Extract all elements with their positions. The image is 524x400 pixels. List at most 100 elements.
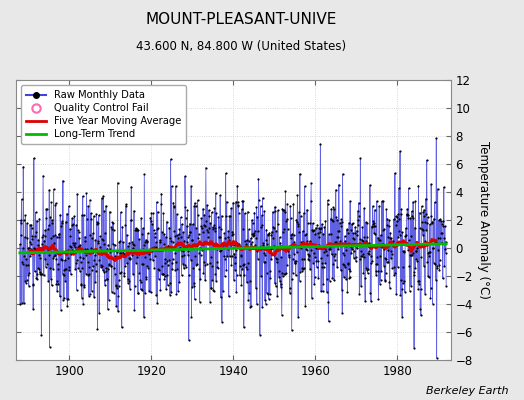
Point [320,249,329,256]
Point [433,263,442,270]
Point [101,230,110,236]
Point [278,312,286,318]
Point [435,256,444,263]
Point [142,276,150,282]
Point [375,203,384,209]
Point [379,198,387,204]
Point [40,238,49,244]
Point [50,232,59,238]
Point [157,247,165,254]
Point [350,248,358,254]
Point [112,303,121,310]
Point [198,247,206,253]
Point [206,220,214,226]
Point [44,278,52,284]
Point [288,276,296,283]
Point [336,267,345,274]
Point [86,290,94,297]
Point [232,289,241,295]
Point [35,266,43,272]
Point [221,235,230,241]
Point [313,245,321,251]
Point [17,220,25,226]
Point [237,253,245,260]
Point [374,268,383,274]
Point [325,277,334,284]
Point [233,199,242,205]
Point [322,243,330,249]
Point [112,249,121,256]
Point [418,226,427,232]
Point [141,290,149,296]
Point [40,249,48,255]
Point [151,230,159,236]
Point [101,277,109,284]
Point [285,243,293,250]
Point [310,227,318,233]
Point [139,242,148,248]
Point [351,241,359,248]
Point [164,242,172,249]
Point [371,231,379,237]
Point [179,252,188,258]
Point [372,268,380,274]
Point [53,261,62,267]
Point [111,271,119,278]
Point [269,208,277,215]
Point [239,226,248,232]
Point [61,278,70,284]
Point [229,199,237,206]
Point [182,223,191,229]
Point [65,266,73,273]
Point [142,236,150,243]
Point [32,271,41,277]
Point [76,242,84,248]
Point [221,256,229,262]
Point [119,250,128,257]
Point [245,289,254,296]
Point [78,212,86,218]
Point [20,253,28,259]
Point [188,237,196,244]
Point [170,204,178,210]
Point [222,170,230,176]
Point [110,226,118,233]
Point [237,206,246,213]
Point [347,227,355,234]
Point [93,221,101,227]
Point [402,212,411,218]
Point [94,238,102,244]
Point [220,230,228,236]
Point [123,232,132,238]
Point [23,220,31,226]
Point [132,260,140,266]
Point [85,232,94,238]
Point [324,201,332,207]
Point [337,286,346,293]
Point [384,259,392,265]
Point [17,217,25,223]
Point [188,236,196,243]
Point [438,240,446,246]
Point [168,260,177,266]
Point [96,233,104,240]
Point [198,224,206,231]
Point [195,250,203,256]
Point [226,241,235,248]
Point [31,209,40,216]
Point [63,303,72,310]
Point [66,243,74,250]
Point [115,276,123,283]
Point [318,260,326,266]
Point [265,230,274,236]
Point [356,253,365,259]
Point [148,248,157,254]
Point [294,229,303,235]
Point [16,241,24,248]
Point [336,240,344,246]
Point [259,258,268,265]
Point [381,255,389,262]
Point [375,253,384,259]
Point [168,266,176,272]
Point [134,289,143,296]
